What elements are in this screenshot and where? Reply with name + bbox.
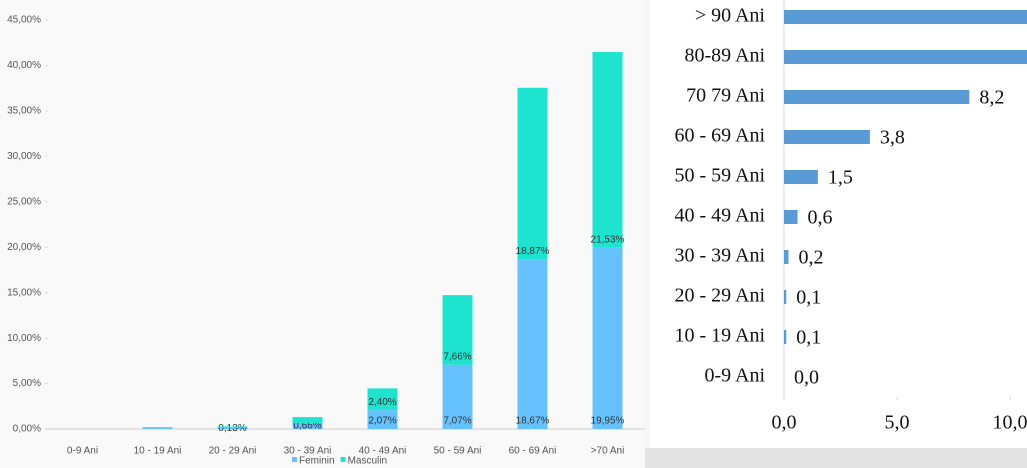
y-tick-label: 5,00% (13, 378, 41, 389)
legend-label: Feminin (299, 456, 335, 467)
x-tick-label: 10 - 19 Ani (134, 446, 182, 457)
bar-segment (142, 427, 173, 429)
bar-segment (292, 423, 323, 429)
left-panel (0, 0, 645, 468)
category-label: 50 - 59 Ani (674, 165, 765, 187)
x-tick-label: 5,0 (885, 412, 910, 434)
x-tick-label: 30 - 39 Ani (284, 446, 332, 457)
value-label: 7,66% (443, 351, 471, 362)
y-tick-label: 10,00% (7, 333, 41, 344)
value-label: 18,87% (516, 246, 550, 257)
category-label: 40 - 49 Ani (674, 205, 765, 227)
category-label: 0-9 Ani (704, 365, 765, 387)
value-label: 0,2 (799, 247, 824, 269)
legend-swatch (340, 457, 346, 462)
x-tick-label: 40 - 49 Ani (359, 446, 407, 457)
bar (784, 50, 1027, 64)
bar-segment (442, 364, 473, 429)
x-tick-label: 10,0 (993, 412, 1027, 434)
value-label: 0,66% (293, 421, 321, 432)
value-label: 19,95% (591, 416, 625, 427)
value-label: 21,53% (591, 234, 625, 245)
category-label: 30 - 39 Ani (674, 245, 765, 267)
stacked-chart: 0,00% 5,00% 10,00% 15,00% 20,00% 25,00% 30,00%… (7, 15, 645, 467)
horizontal-chart: 0,0 5,0 10,0 > 90 Ani 80-89 Ani 70 79 Ani 8,2 6… (674, 0, 1027, 434)
bar (784, 210, 798, 224)
legend-swatch (292, 457, 297, 462)
x-tick-label: 0-9 Ani (67, 446, 98, 457)
value-label: 1,5 (828, 167, 853, 189)
x-tick-label: >70 Ani (591, 446, 625, 457)
category-label: > 90 Ani (695, 5, 766, 27)
x-tick-label: 20 - 29 Ani (209, 446, 257, 457)
y-tick-label: 0,00% (13, 424, 41, 435)
y-tick-label: 20,00% (7, 242, 41, 253)
value-label: 0,1 (796, 287, 821, 309)
bar (784, 250, 789, 264)
value-label: 18,67% (516, 416, 550, 427)
bar-segment (367, 388, 398, 411)
value-label: 8,2 (979, 87, 1004, 109)
bar-segment (592, 51, 623, 248)
bar (784, 290, 787, 304)
bar-segment (292, 417, 323, 424)
y-tick-label: 45,00% (7, 15, 41, 26)
category-label: 20 - 29 Ani (674, 285, 765, 307)
bar-segment (517, 87, 548, 260)
bar (784, 10, 1027, 24)
category-label: 10 - 19 Ani (674, 325, 765, 347)
bar (784, 90, 970, 104)
value-label: 3,8 (880, 127, 905, 149)
y-tick-label: 40,00% (7, 60, 41, 71)
y-tick-label: 30,00% (7, 151, 41, 162)
value-label: 2,07% (368, 416, 396, 427)
bar-segment (517, 259, 548, 429)
legend-label: Masculin (348, 456, 387, 467)
bar-segment (142, 428, 173, 429)
bar-segment (442, 295, 473, 365)
y-tick-label: 15,00% (7, 287, 41, 298)
bar (784, 170, 818, 184)
value-label: 2,40% (368, 397, 396, 408)
x-tick-label: 60 - 69 Ani (509, 446, 557, 457)
right-panel (650, 0, 1027, 448)
x-tick-label: 50 - 59 Ani (434, 446, 482, 457)
category-label: 70 79 Ani (686, 85, 765, 107)
y-tick-label: 35,00% (7, 106, 41, 117)
category-label: 60 - 69 Ani (674, 125, 765, 147)
value-label: 0,6 (808, 207, 833, 229)
value-label: 0,0 (794, 367, 819, 389)
x-tick-label: 0,0 (772, 412, 797, 434)
bar (784, 130, 870, 144)
y-tick-label: 25,00% (7, 196, 41, 207)
value-label: 7,07% (443, 416, 471, 427)
value-label: 0,13% (218, 423, 246, 434)
bar (784, 330, 787, 344)
bar-segment (217, 427, 248, 429)
category-label: 80-89 Ani (684, 45, 765, 67)
bar-segment (592, 247, 623, 429)
gap-strip (645, 448, 1027, 468)
bar-segment (217, 426, 248, 428)
bar-segment (367, 410, 398, 429)
value-label: 0,1 (796, 327, 821, 349)
